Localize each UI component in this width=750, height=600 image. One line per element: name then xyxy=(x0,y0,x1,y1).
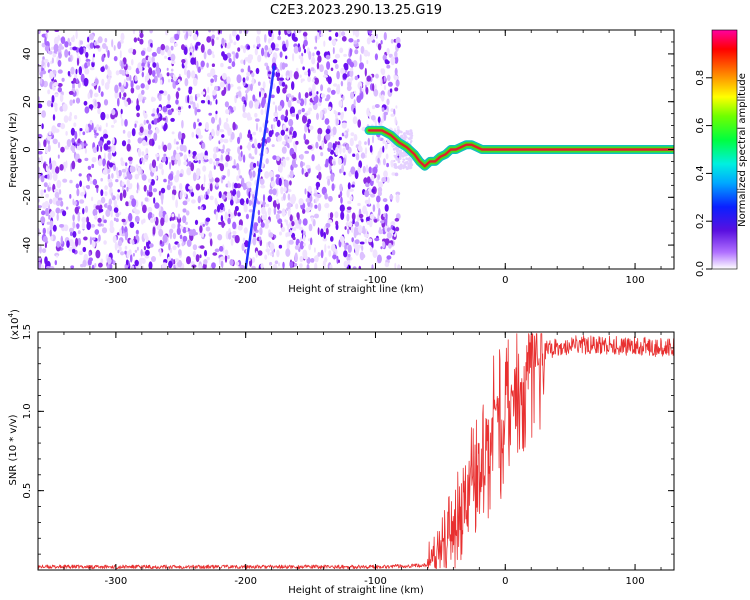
noise-speckle xyxy=(38,30,414,269)
tracking-trace-core xyxy=(367,129,674,168)
colorbar-ticks: 0.0 0.2 0.4 0.6 0.8 xyxy=(695,70,712,277)
colorbar-tick-label: 0.0 xyxy=(695,261,706,277)
top-y-axis-label: Frequency (Hz) xyxy=(8,112,19,188)
y-multiplier: (x104) xyxy=(7,309,21,340)
y-tick-label: 0.5 xyxy=(22,483,33,499)
colorbar: 0.0 0.2 0.4 0.6 0.8 Normalized spectral ampl… xyxy=(695,29,748,277)
snr-frame xyxy=(37,331,675,571)
y-tick-label: -20 xyxy=(22,189,33,205)
bottom-y-axis-label: SNR (10 * v/v) xyxy=(8,414,19,485)
y-tick-label: 0 xyxy=(22,146,33,152)
snr-panel: -300 -200 -100 0 100 0.5 1.0 1.5 Height of str… xyxy=(7,309,675,596)
x-tick-label: -200 xyxy=(234,576,257,587)
chart-title: C2E3.2023.290.13.25.G19 xyxy=(270,3,442,18)
x-tick-label: -100 xyxy=(364,275,387,286)
x-tick-label: -200 xyxy=(234,275,257,286)
y-multiplier-exponent: 4 xyxy=(7,312,15,317)
bottom-y-axis: 0.5 1.0 1.5 xyxy=(22,324,674,571)
y-tick-label: 1.0 xyxy=(22,403,33,419)
y-multiplier-base: (x10 xyxy=(10,317,21,340)
colorbar-tick-label: 0.4 xyxy=(695,165,706,181)
y-tick-label: 1.5 xyxy=(22,324,33,340)
y-tick-label: 40 xyxy=(22,48,33,61)
x-tick-label: 100 xyxy=(626,576,645,587)
x-tick-label: -300 xyxy=(105,576,128,587)
colorbar-tick-label: 0.8 xyxy=(695,70,706,86)
snr-series-line xyxy=(38,333,674,570)
bottom-x-axis: -300 -200 -100 0 100 xyxy=(37,332,662,587)
colorbar-tick-label: 0.6 xyxy=(695,118,706,134)
top-x-axis: -300 -200 -100 0 100 xyxy=(37,30,662,286)
bottom-x-axis-label: Height of straight line (km) xyxy=(288,585,424,596)
top-y-axis: -40 -20 0 20 40 xyxy=(22,29,674,270)
x-tick-label: 0 xyxy=(502,576,508,587)
top-x-axis-label: Height of straight line (km) xyxy=(288,284,424,295)
x-tick-label: -300 xyxy=(105,275,128,286)
x-tick-label: 0 xyxy=(502,275,508,286)
x-tick-label: 100 xyxy=(626,275,645,286)
colorbar-label: Normalized spectral amplitude xyxy=(737,73,748,227)
colorbar-tick-label: 0.2 xyxy=(695,213,706,229)
colorbar-gradient xyxy=(711,29,738,270)
x-tick-label: -100 xyxy=(364,576,387,587)
interference-line xyxy=(244,65,276,269)
svg-text:(x104): (x104) xyxy=(7,309,21,340)
y-tick-label: 20 xyxy=(22,95,33,108)
y-tick-label: -40 xyxy=(22,237,33,253)
